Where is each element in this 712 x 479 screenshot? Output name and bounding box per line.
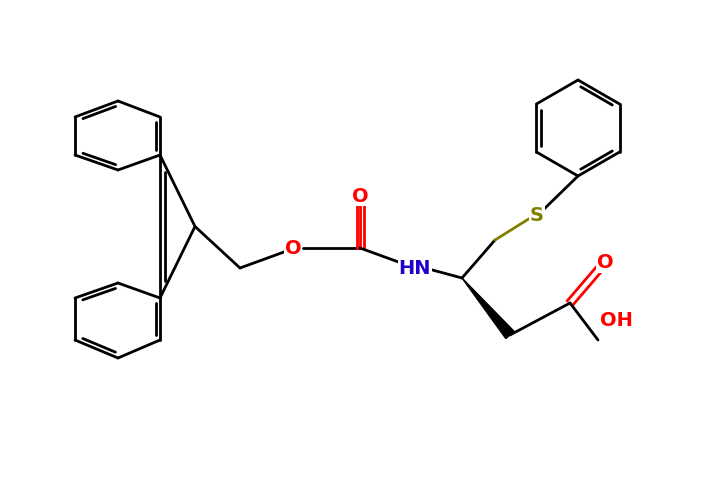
Text: O: O <box>285 239 301 258</box>
Text: S: S <box>530 205 544 225</box>
Text: OH: OH <box>600 311 633 331</box>
Text: O: O <box>352 186 368 205</box>
Text: HN: HN <box>399 259 431 277</box>
Polygon shape <box>462 278 514 339</box>
Text: O: O <box>597 253 613 273</box>
